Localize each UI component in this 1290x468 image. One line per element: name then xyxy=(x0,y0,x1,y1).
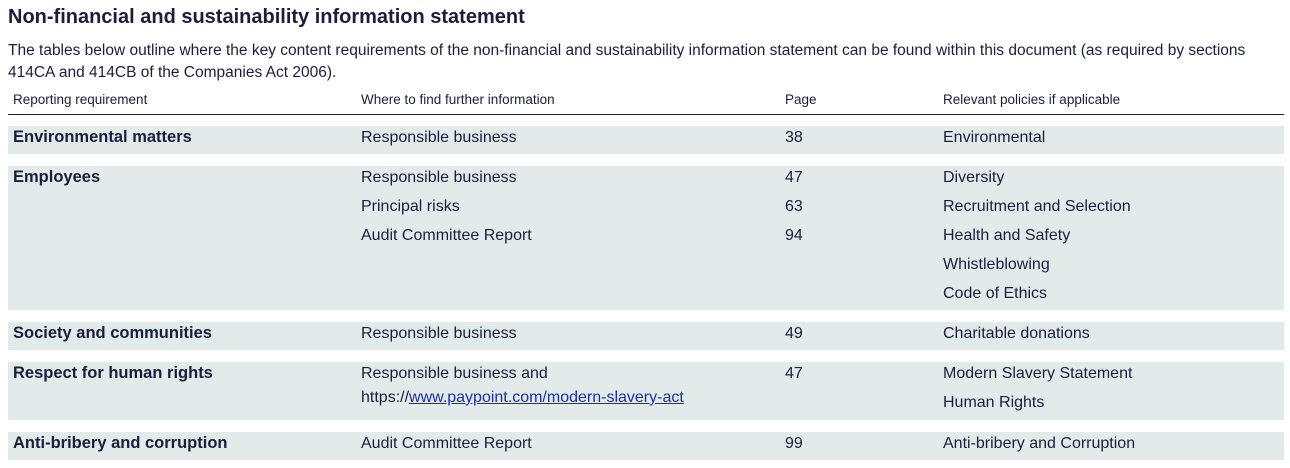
policy-item: Diversity xyxy=(943,169,1005,186)
table-row-employees: Employees Responsible business Principal… xyxy=(8,166,1284,310)
policy-item: Environmental xyxy=(943,129,1046,146)
row-pages: 47 63 94 xyxy=(785,168,803,255)
policy-item: Charitable donations xyxy=(943,325,1090,342)
where-item: Responsible business xyxy=(361,325,517,342)
row-where: Responsible business and https://www.pay… xyxy=(361,364,684,412)
policy-item: Modern Slavery Statement xyxy=(943,365,1133,382)
row-pages: 38 xyxy=(785,128,803,157)
where-item: Audit Committee Report xyxy=(361,435,532,452)
where-item: Responsible business and xyxy=(361,365,548,382)
page-number: 49 xyxy=(785,325,803,342)
header-where-to-find: Where to find further information xyxy=(361,92,555,107)
table-header: Reporting requirement Where to find furt… xyxy=(8,90,1284,115)
modern-slavery-link[interactable]: www.paypoint.com/modern-slavery-act xyxy=(409,389,684,406)
row-pages: 47 xyxy=(785,364,803,393)
policy-item: Code of Ethics xyxy=(943,285,1048,302)
header-relevant-policies: Relevant policies if applicable xyxy=(943,92,1121,107)
header-page: Page xyxy=(785,92,817,107)
row-where: Responsible business xyxy=(361,324,517,353)
page-number: 99 xyxy=(785,435,803,452)
table-row-environmental: Environmental matters Responsible busine… xyxy=(8,126,1284,154)
policy-item: Anti-bribery and Corruption xyxy=(943,435,1136,452)
policy-item: Whistleblowing xyxy=(943,256,1050,273)
row-where: Responsible business xyxy=(361,128,517,157)
page-title: Non-financial and sustainability informa… xyxy=(8,6,525,28)
table-row-society: Society and communities Responsible busi… xyxy=(8,322,1284,350)
row-where: Responsible business Principal risks Aud… xyxy=(361,168,532,255)
row-pages: 49 xyxy=(785,324,803,353)
row-requirement: Respect for human rights xyxy=(13,364,213,382)
page-number: 47 xyxy=(785,365,803,382)
where-item: Audit Committee Report xyxy=(361,227,532,244)
page-number: 63 xyxy=(785,198,803,215)
row-policies: Anti-bribery and Corruption xyxy=(943,434,1135,463)
policy-item: Human Rights xyxy=(943,394,1045,411)
policy-item: Health and Safety xyxy=(943,227,1071,244)
row-where: Audit Committee Report xyxy=(361,434,532,463)
row-pages: 99 xyxy=(785,434,803,463)
where-item: Principal risks xyxy=(361,198,460,215)
policy-item: Recruitment and Selection xyxy=(943,198,1131,215)
row-requirement: Environmental matters xyxy=(13,128,192,146)
row-requirement: Anti-bribery and corruption xyxy=(13,434,228,452)
row-requirement: Employees xyxy=(13,168,101,186)
row-policies: Diversity Recruitment and Selection Heal… xyxy=(943,168,1131,313)
table-row-human-rights: Respect for human rights Responsible bus… xyxy=(8,362,1284,420)
row-policies: Environmental xyxy=(943,128,1045,157)
page-number: 94 xyxy=(785,227,803,244)
intro-paragraph: The tables below outline where the key c… xyxy=(8,42,1246,81)
where-item: Responsible business xyxy=(361,129,517,146)
row-requirement: Society and communities xyxy=(13,324,212,342)
where-link-line: https://www.paypoint.com/modern-slavery-… xyxy=(361,388,684,412)
table-row-anti-bribery: Anti-bribery and corruption Audit Commit… xyxy=(8,432,1284,460)
page-number: 38 xyxy=(785,129,803,146)
row-policies: Modern Slavery Statement Human Rights xyxy=(943,364,1132,422)
header-reporting-requirement: Reporting requirement xyxy=(13,92,148,107)
where-item: Responsible business xyxy=(361,169,517,186)
row-policies: Charitable donations xyxy=(943,324,1090,353)
page-number: 47 xyxy=(785,169,803,186)
link-prefix: https:// xyxy=(361,389,410,406)
